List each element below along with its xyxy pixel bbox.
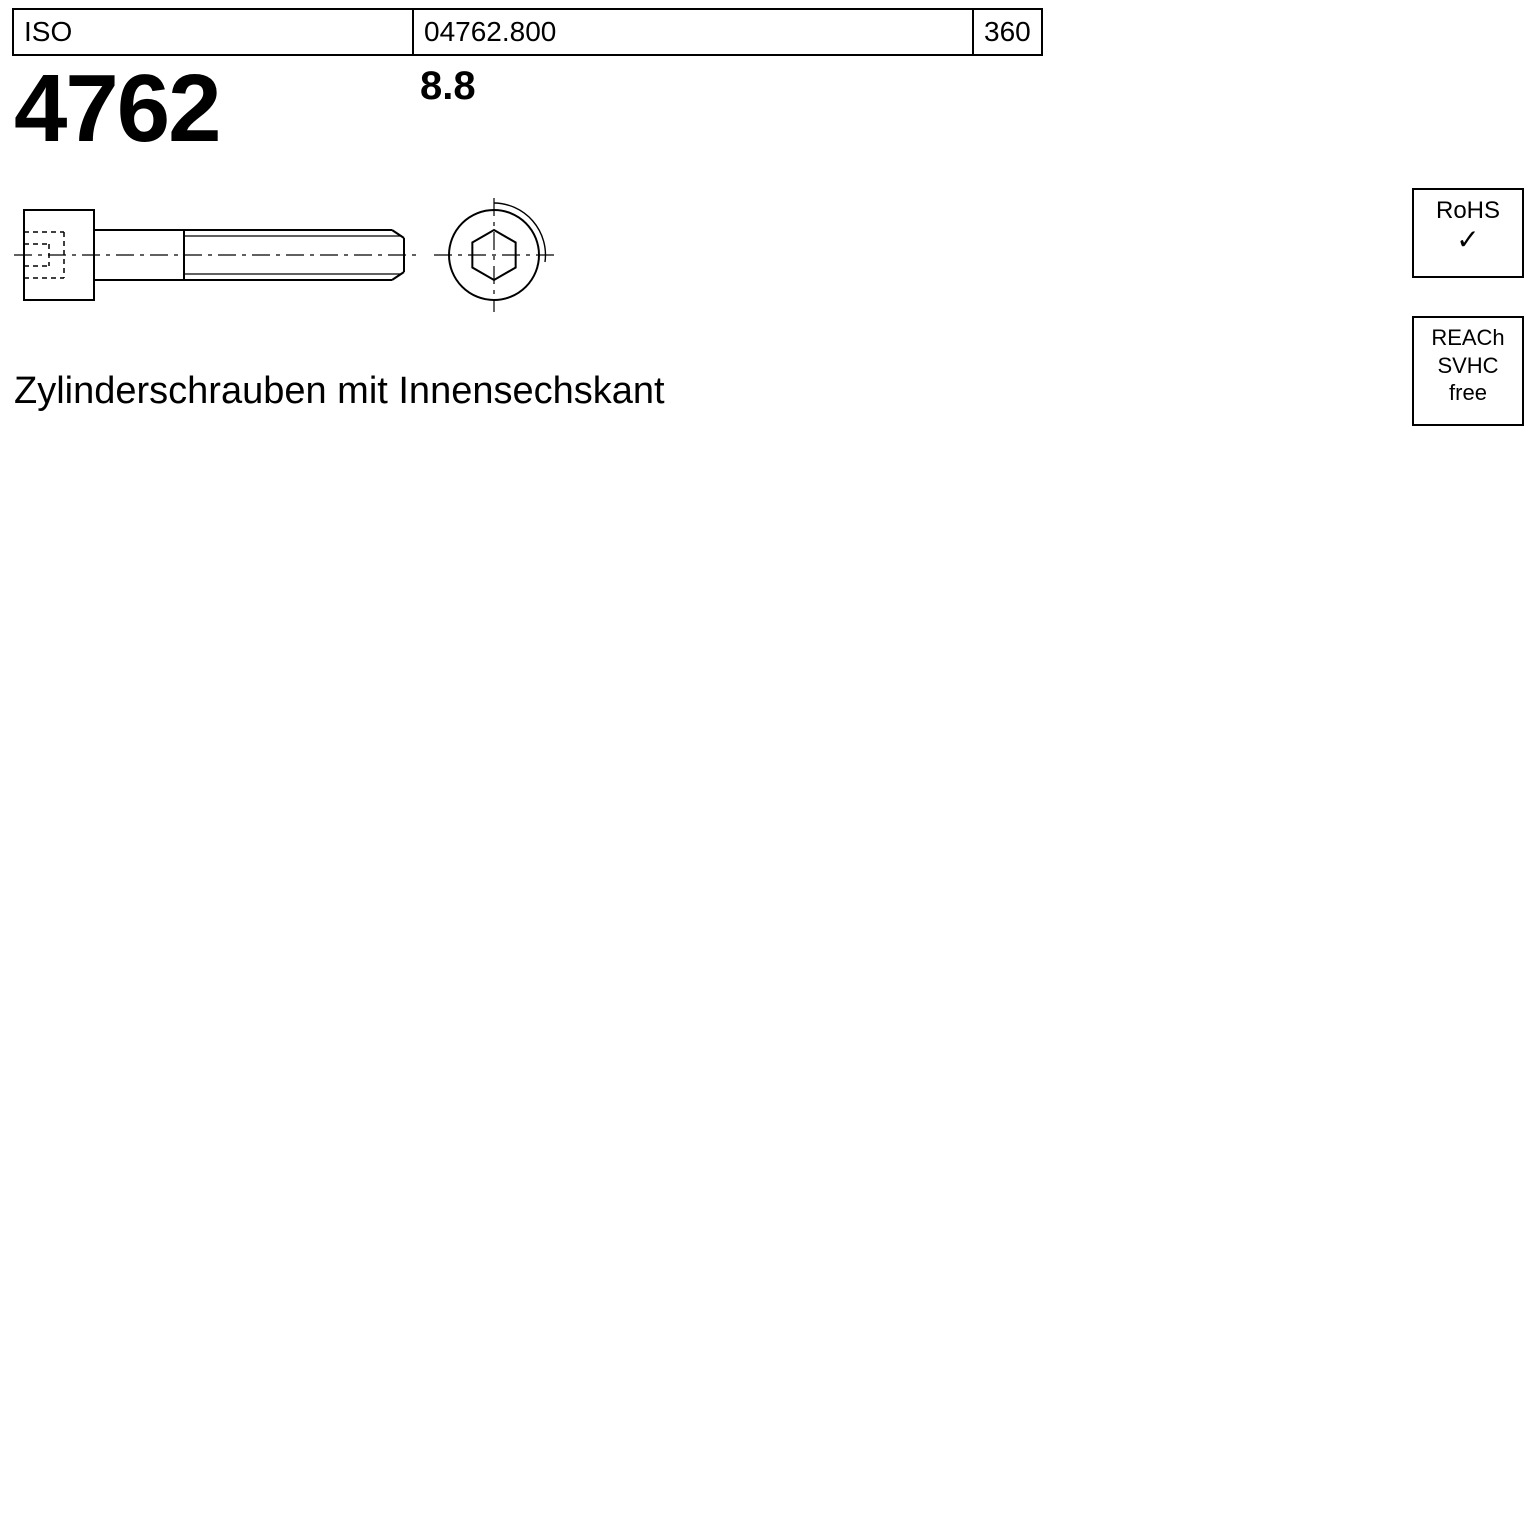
reach-compliance-badge: REACh SVHC free bbox=[1412, 316, 1524, 426]
technical-drawing bbox=[14, 180, 614, 330]
header-right-value: 360 bbox=[973, 9, 1042, 55]
header-iso-label: ISO bbox=[13, 9, 413, 55]
rohs-compliance-badge: RoHS ✓ bbox=[1412, 188, 1524, 278]
reach-line2: SVHC bbox=[1416, 352, 1520, 380]
standard-number: 4762 bbox=[14, 54, 220, 164]
header-product-code: 04762.800 bbox=[413, 9, 973, 55]
checkmark-icon: ✓ bbox=[1416, 226, 1520, 254]
product-description: Zylinderschrauben mit Innensechskant bbox=[14, 370, 665, 413]
reach-line3: free bbox=[1416, 379, 1520, 407]
header-table: ISO 04762.800 360 bbox=[12, 8, 1043, 56]
reach-line1: REACh bbox=[1416, 324, 1520, 352]
strength-grade: 8.8 bbox=[420, 64, 476, 109]
rohs-label: RoHS bbox=[1416, 196, 1520, 226]
